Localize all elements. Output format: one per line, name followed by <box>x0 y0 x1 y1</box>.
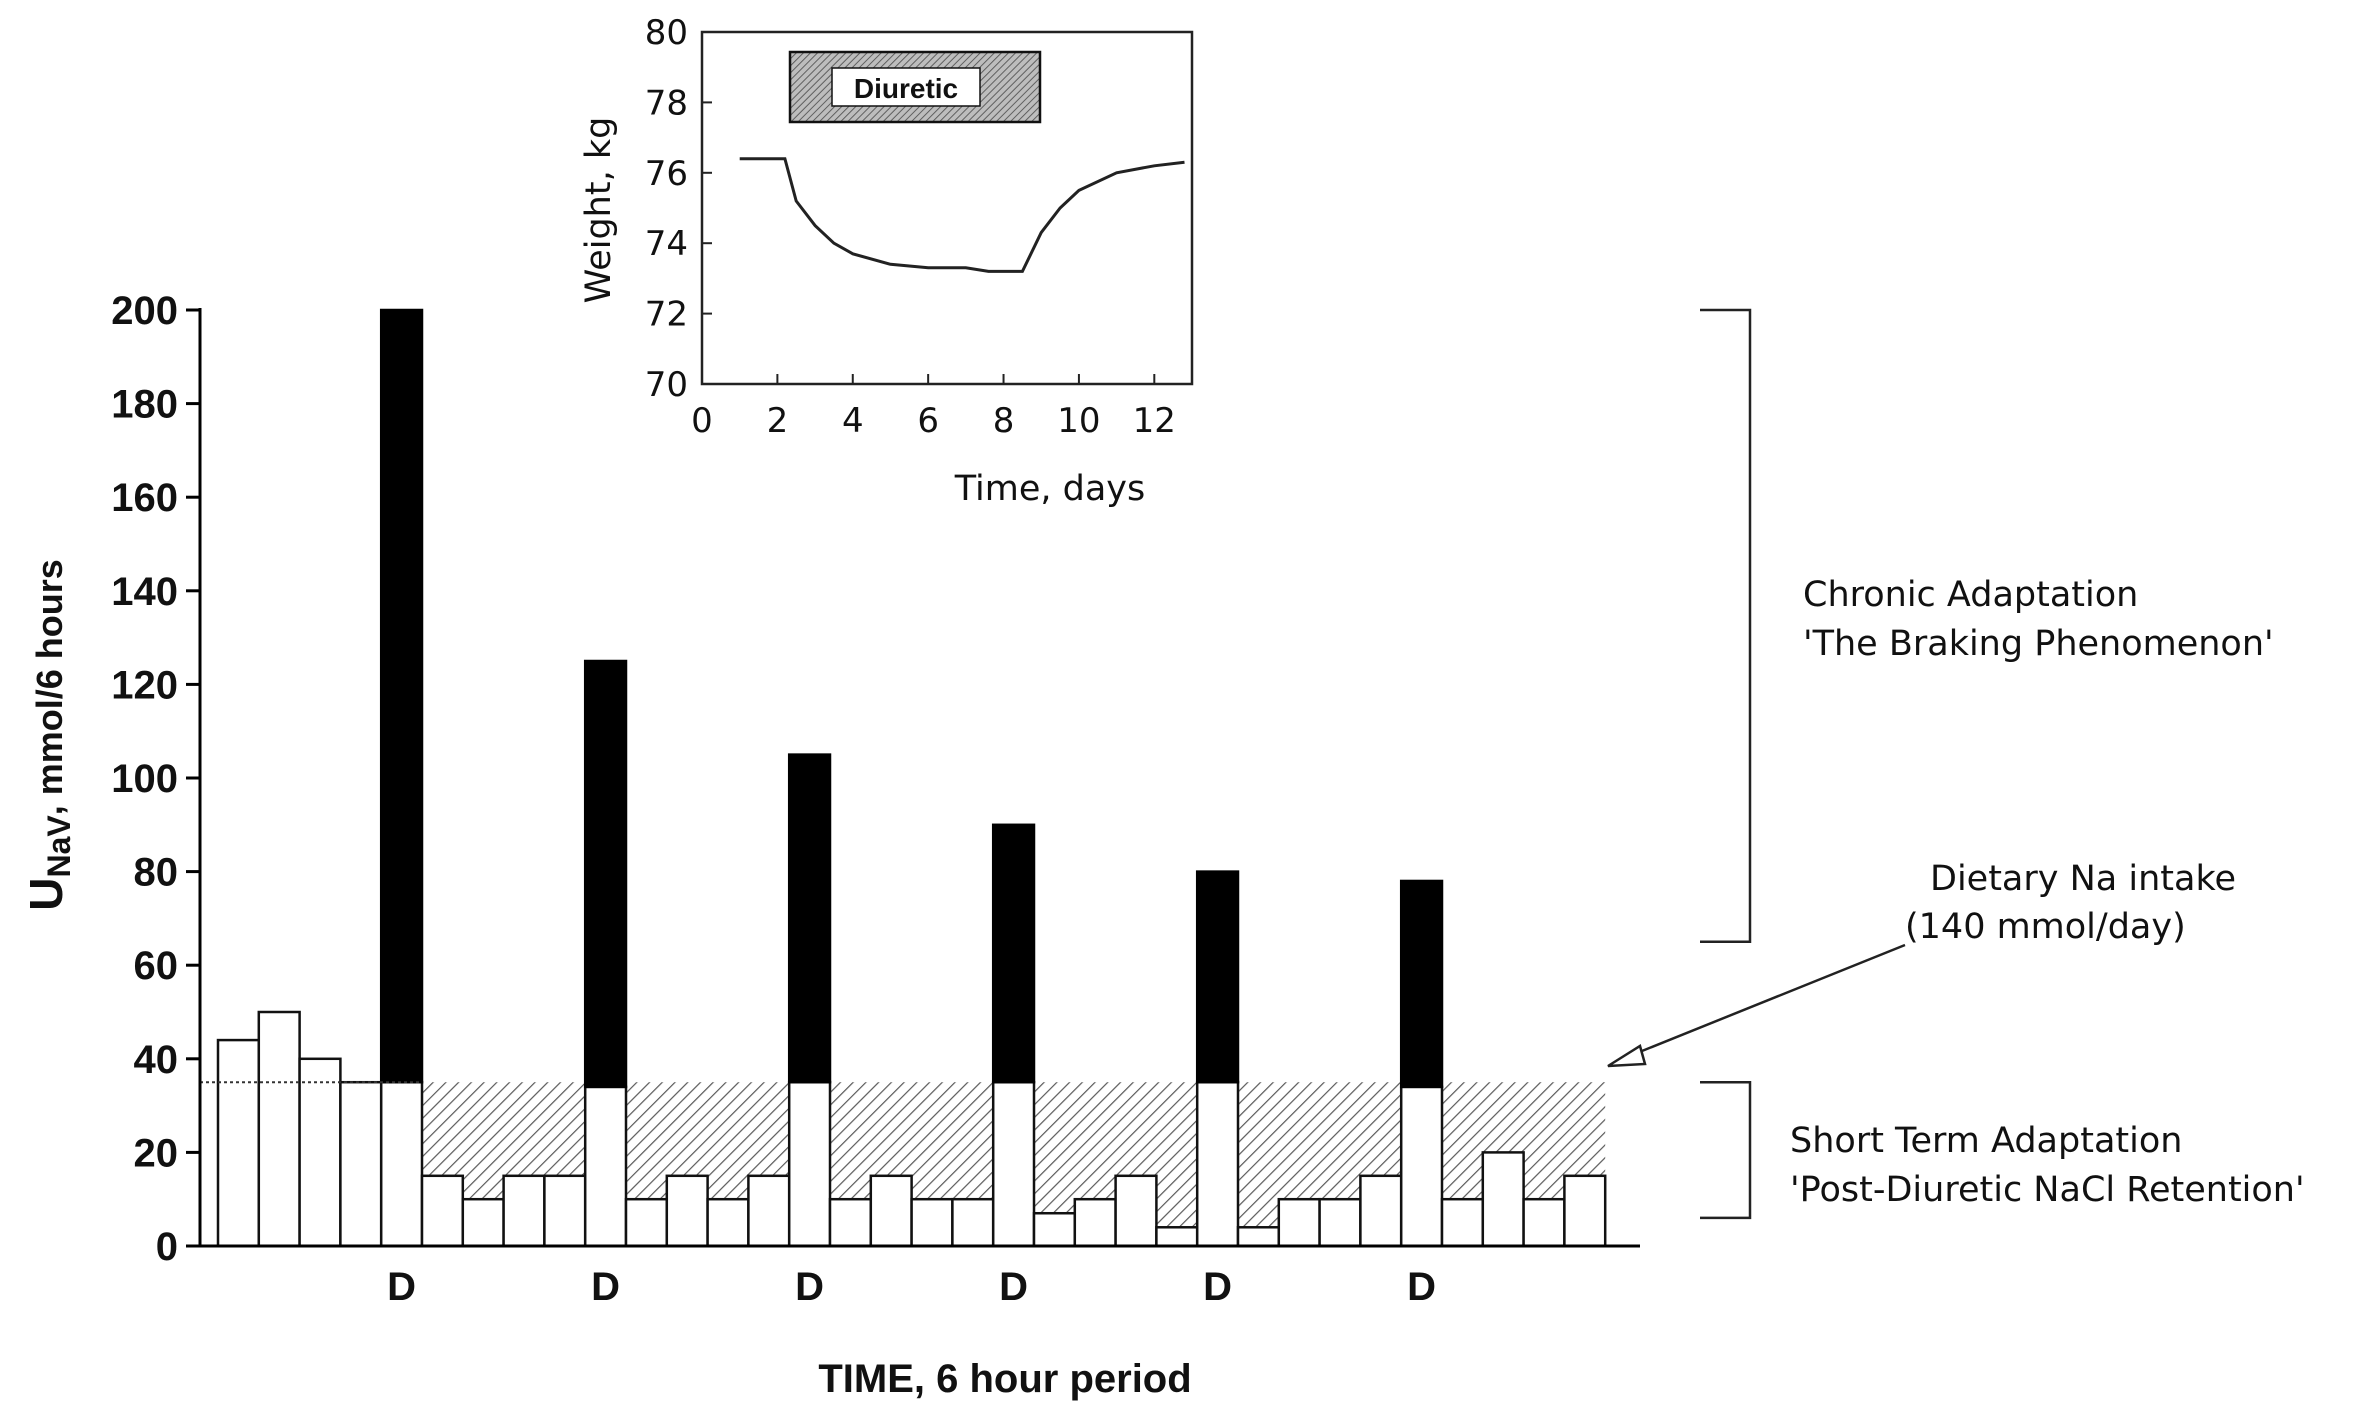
inset-x-tick-label: 4 <box>842 401 864 441</box>
urine-sodium-bar <box>787 1080 832 1248</box>
diuretic-dose-label: D <box>999 1265 1028 1309</box>
urine-sodium-bar <box>706 1197 750 1248</box>
main-y-tick-label: 100 <box>111 757 178 801</box>
inset-y-tick-label: 76 <box>645 154 688 194</box>
main-y-tick-label: 160 <box>111 476 178 520</box>
main-y-tick-label: 60 <box>134 944 179 988</box>
y-label-units: , mmol/6 hours <box>29 559 70 815</box>
inset-y-ticks: 70 72 74 76 78 80 <box>645 13 712 405</box>
main-y-tick-label: 20 <box>134 1131 179 1175</box>
diuretic-dose-label: D <box>1407 1265 1436 1309</box>
urine-sodium-bar <box>298 1057 342 1248</box>
urine-sodium-bar <box>420 1174 465 1248</box>
urine-sodium-bar <box>1277 1197 1321 1248</box>
urine-sodium-bar <box>1359 1174 1403 1248</box>
main-bars <box>216 308 1607 1248</box>
inset-x-ticks: 0 2 4 6 8 10 12 <box>691 374 1176 441</box>
diuretic-natriuresis-bar <box>1399 879 1444 1089</box>
urine-sodium-bar <box>991 1080 1036 1248</box>
inset-y-tick-label: 72 <box>645 295 688 335</box>
inset-y-tick-label: 78 <box>645 83 688 123</box>
diuretic-dose-label: D <box>1203 1265 1232 1309</box>
urine-sodium-bar <box>1155 1226 1199 1248</box>
urine-sodium-bar <box>1114 1174 1158 1248</box>
y-label-subscript: NaV <box>41 815 77 878</box>
inset-y-tick-label: 80 <box>645 13 688 53</box>
inset-chart: Diuretic 70 72 74 76 78 80 0 2 4 6 8 10 12 Time, da… <box>579 13 1194 509</box>
urine-sodium-bar <box>1236 1226 1281 1248</box>
main-y-tick-label: 0 <box>156 1225 178 1269</box>
inset-x-tick-label: 6 <box>917 401 939 441</box>
urine-sodium-bar <box>543 1174 587 1248</box>
short-term-bracket <box>1700 1080 1752 1220</box>
urine-sodium-bar <box>379 1080 424 1248</box>
diuretic-dose-label: D <box>387 1265 416 1309</box>
main-y-tick-label: 40 <box>134 1038 179 1082</box>
chronic-label-line2: 'The Braking Phenomenon' <box>1803 624 2274 664</box>
urine-sodium-bar <box>1481 1151 1525 1248</box>
dietary-arrow-head <box>1607 1044 1647 1068</box>
diuretic-natriuresis-bar <box>1195 870 1240 1084</box>
inset-x-tick-label: 12 <box>1133 401 1176 441</box>
urine-sodium-bar <box>828 1197 873 1248</box>
dietary-label-line1: Dietary Na intake <box>1930 859 2236 899</box>
inset-x-tick-label: 10 <box>1057 401 1100 441</box>
urine-sodium-bar <box>502 1174 546 1248</box>
diuretic-natriuresis-bar <box>379 308 424 1084</box>
urine-sodium-bar <box>1399 1085 1444 1248</box>
main-y-tick-label: 180 <box>111 383 178 427</box>
main-y-tick-label: 140 <box>111 570 178 614</box>
inset-y-tick-label: 74 <box>645 224 688 264</box>
urine-sodium-bar <box>624 1197 669 1248</box>
diuretic-legend-label-box <box>831 67 981 107</box>
urine-sodium-bar <box>665 1174 709 1248</box>
urine-sodium-bar <box>1073 1197 1117 1248</box>
urine-sodium-bar <box>869 1174 913 1248</box>
short-term-label-line1: Short Term Adaptation <box>1790 1121 2182 1161</box>
short-term-label-line2: 'Post-Diuretic NaCl Retention' <box>1790 1170 2305 1210</box>
diuretic-dose-label: D <box>591 1265 620 1309</box>
main-y-axis-label: UNaV, mmol/6 hours <box>20 559 77 911</box>
weight-series-line <box>739 157 1185 273</box>
urine-sodium-bar <box>1032 1211 1077 1248</box>
urine-sodium-bar <box>910 1197 954 1248</box>
urine-sodium-bar <box>461 1197 505 1248</box>
dietary-arrow-line <box>1631 943 1906 1057</box>
urine-sodium-bar <box>1318 1197 1362 1248</box>
urine-sodium-bar <box>1563 1174 1607 1248</box>
diuretic-dose-label: D <box>795 1265 824 1309</box>
inset-x-tick-label: 0 <box>691 401 713 441</box>
urine-sodium-bar <box>583 1085 628 1248</box>
urine-sodium-bar <box>747 1174 791 1248</box>
main-x-axis-label: TIME, 6 hour period <box>818 1357 1191 1401</box>
urine-sodium-bar <box>216 1038 261 1248</box>
dietary-label-line2: (140 mmol/day) <box>1905 907 2186 947</box>
diuretic-natriuresis-bar <box>787 753 832 1084</box>
inset-y-tick-label: 70 <box>645 365 688 405</box>
inset-x-tick-label: 2 <box>767 401 789 441</box>
urine-sodium-bar <box>1522 1197 1566 1248</box>
inset-x-tick-label: 8 <box>993 401 1015 441</box>
urine-sodium-bar <box>1195 1080 1240 1248</box>
main-y-tick-label: 80 <box>134 851 179 895</box>
chronic-bracket <box>1700 308 1752 944</box>
urine-sodium-bar <box>951 1197 995 1248</box>
inset-y-axis-label: Weight, kg <box>579 117 619 304</box>
main-y-tick-label: 120 <box>111 663 178 707</box>
diuretic-natriuresis-bar <box>991 823 1036 1084</box>
y-label-u: U <box>20 878 72 911</box>
urine-sodium-bar <box>339 1080 383 1248</box>
urine-sodium-bar <box>1440 1197 1485 1248</box>
chronic-label-line1: Chronic Adaptation <box>1803 575 2138 615</box>
inset-x-axis-label: Time, days <box>954 469 1146 509</box>
urine-sodium-bar <box>257 1010 301 1248</box>
diuretic-legend-label: Diuretic <box>854 73 958 104</box>
main-y-ticks: 0 20 40 60 80 100 120 140 160 180 200 <box>111 289 200 1269</box>
main-y-tick-label: 200 <box>111 289 178 333</box>
diuretic-natriuresis-bar <box>583 659 628 1089</box>
